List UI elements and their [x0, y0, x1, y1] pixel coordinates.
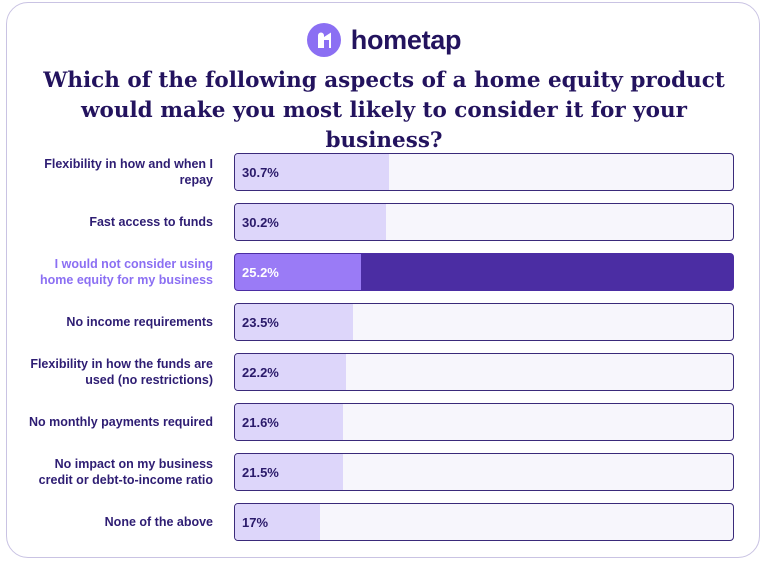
bar-row: Flexibility in how and when I repay 30.7%	[0, 153, 768, 191]
bar	[235, 454, 343, 490]
bar	[235, 404, 343, 440]
bar-value-label: 30.7%	[242, 164, 279, 180]
bar-category-label: No monthly payments required	[28, 415, 213, 429]
bar-value-label: 21.5%	[242, 464, 279, 480]
bar-track: 17%	[234, 503, 734, 541]
bar	[235, 354, 346, 390]
hometap-logo-icon	[306, 23, 341, 57]
bar-track: 25.2%	[234, 253, 734, 291]
brand-header: hometap	[0, 18, 768, 62]
bar-track: 21.6%	[234, 403, 734, 441]
bar	[235, 504, 320, 540]
bar-row: No monthly payments required 21.6%	[0, 403, 768, 441]
bar-value-label: 30.2%	[242, 214, 279, 230]
bar-value-label: 22.2%	[242, 364, 279, 380]
bar-row: Flexibility in how the funds are used (n…	[0, 353, 768, 391]
bar-track: 30.7%	[234, 153, 734, 191]
bar-row: I would not consider using home equity f…	[0, 253, 768, 291]
bar-category-label: No impact on my business credit or debt-…	[38, 457, 213, 487]
bar-value-label: 21.6%	[242, 414, 279, 430]
bar-track: 30.2%	[234, 203, 734, 241]
bar	[235, 304, 353, 340]
bar-row: No impact on my business credit or debt-…	[0, 453, 768, 491]
bar-category-label: Fast access to funds	[89, 215, 213, 229]
bar-track: 22.2%	[234, 353, 734, 391]
chart-title: Which of the following aspects of a home…	[43, 68, 725, 153]
bar-track: 21.5%	[234, 453, 734, 491]
bar-row: No income requirements 23.5%	[0, 303, 768, 341]
brand-name: hometap	[350, 24, 462, 55]
bar-row: None of the above 17%	[0, 503, 768, 541]
bar	[235, 254, 361, 290]
bar-category-label: Flexibility in how the funds are used (n…	[30, 357, 213, 387]
bar	[235, 204, 386, 240]
bar-track: 23.5%	[234, 303, 734, 341]
bar-value-label: 17%	[242, 514, 269, 530]
bar	[235, 154, 389, 190]
bar-category-label: No income requirements	[66, 315, 213, 329]
bar-row: Fast access to funds 30.2%	[0, 203, 768, 241]
bar-category-label: I would not consider using home equity f…	[40, 257, 213, 287]
bar-category-label: Flexibility in how and when I repay	[44, 157, 213, 187]
bar-category-label: None of the above	[104, 515, 213, 529]
bar-value-label: 23.5%	[242, 314, 279, 330]
bar-value-label: 25.2%	[242, 264, 279, 280]
